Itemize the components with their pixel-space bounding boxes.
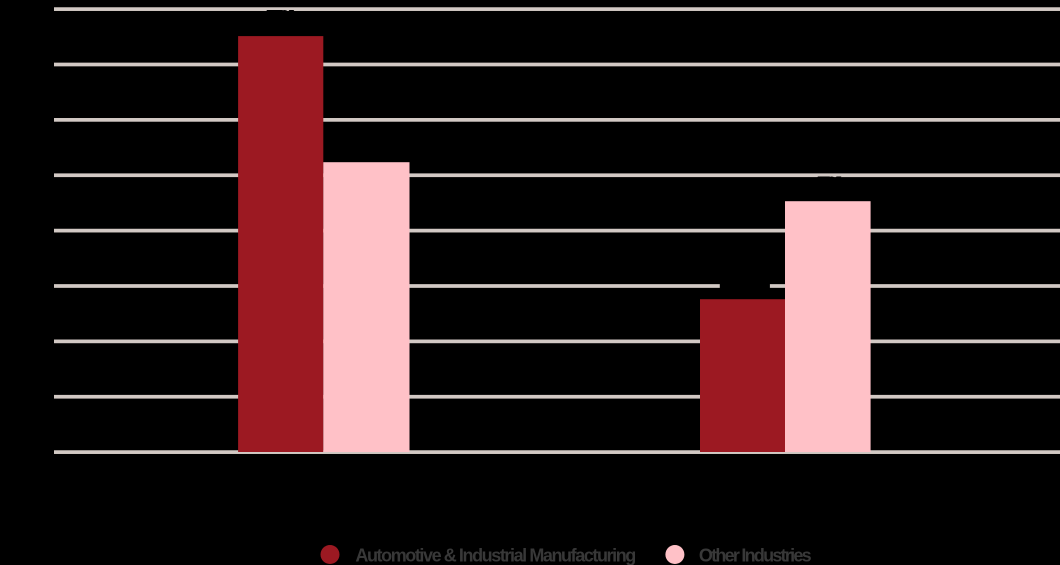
svg-text:52%: 52% (353, 137, 379, 152)
svg-text:45%: 45% (815, 175, 841, 190)
svg-text:Other Industries: Other Industries (699, 545, 812, 565)
svg-text:75%: 75% (268, 9, 294, 24)
svg-text:28%: 28% (729, 274, 755, 289)
svg-text:Automotive & Industrial Manufa: Automotive & Industrial Manufacturing (355, 545, 635, 565)
